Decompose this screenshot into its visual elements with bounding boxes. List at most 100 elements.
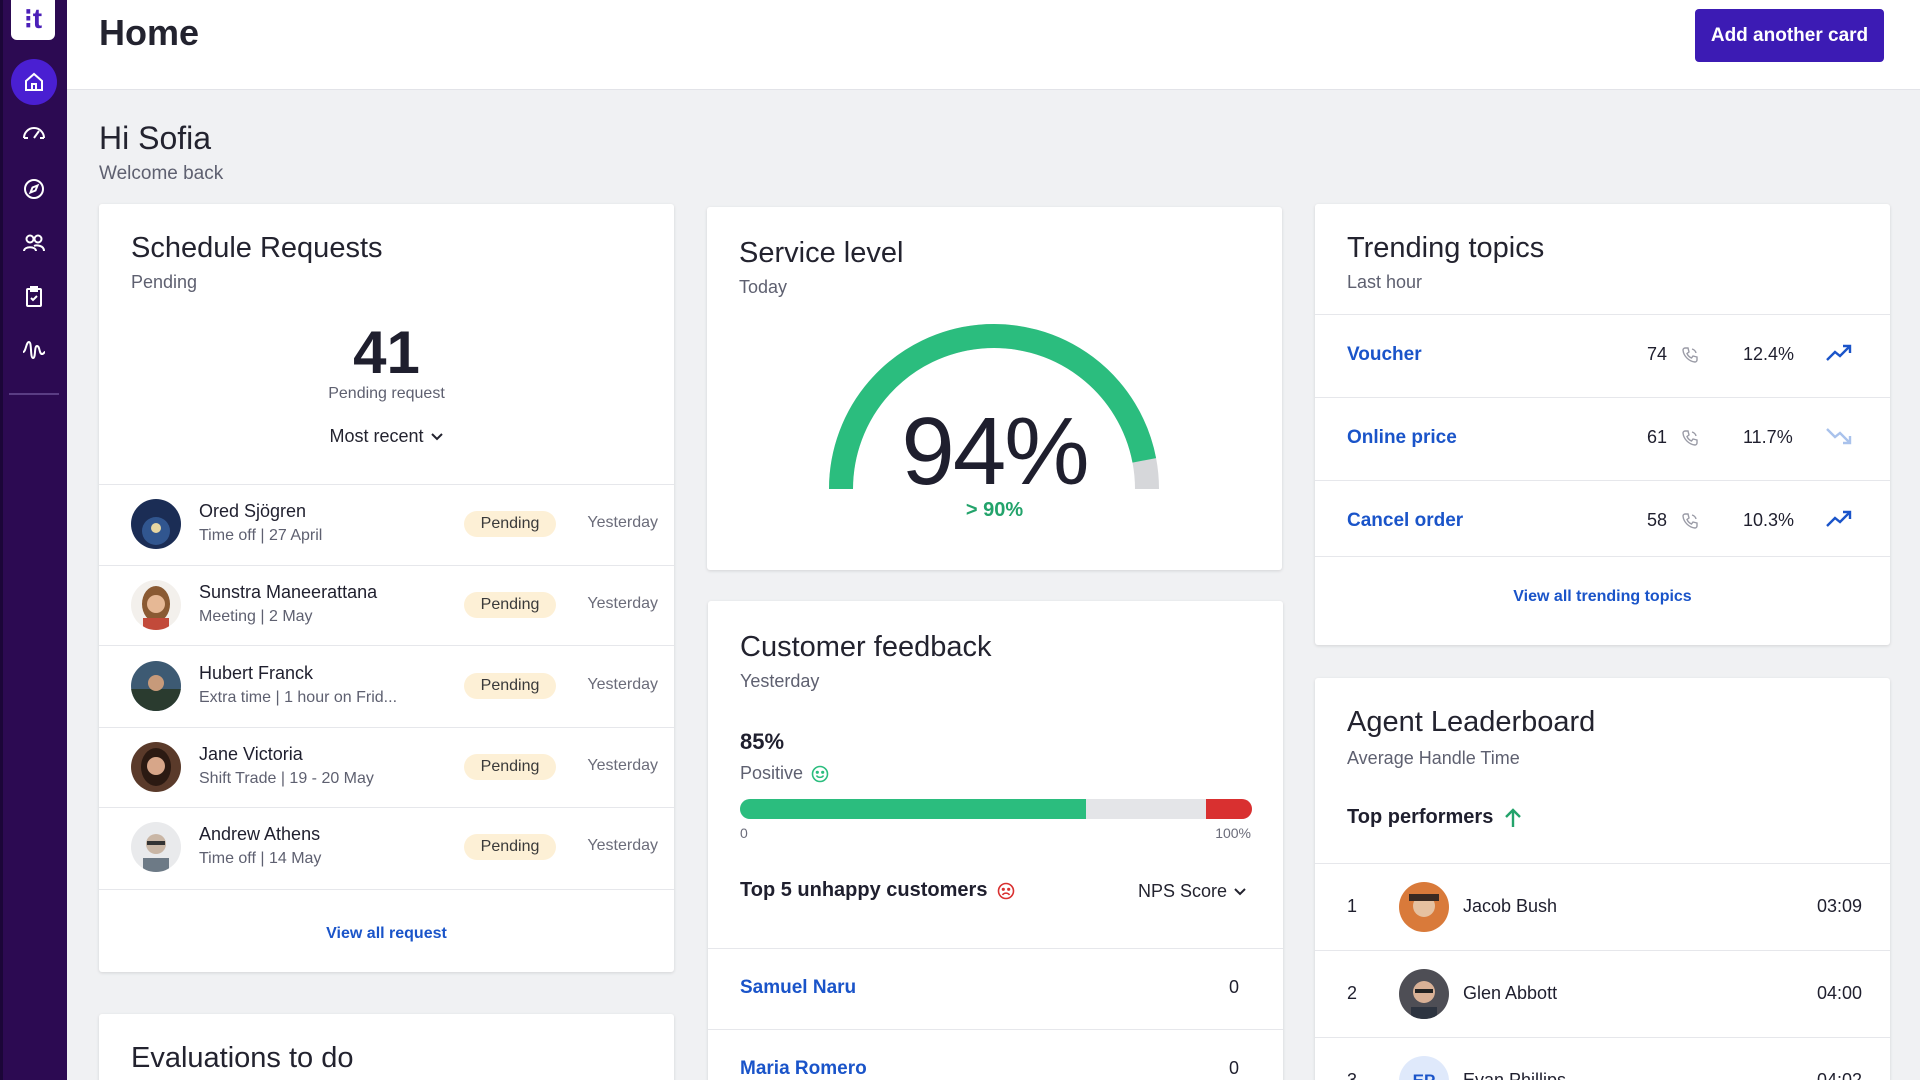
- pending-count: 41: [353, 319, 420, 386]
- avatar: [131, 742, 181, 792]
- feedback-subtitle: Yesterday: [740, 671, 820, 691]
- evaluations-card: Evaluations to do: [99, 1014, 674, 1080]
- status-badge: Pending: [464, 592, 556, 618]
- leaderboard-subtitle: Average Handle Time: [1347, 748, 1520, 768]
- topic-percent: 10.3%: [1743, 510, 1795, 530]
- service-level-title: Service level: [739, 237, 904, 269]
- waveform-icon: [22, 340, 46, 360]
- trending-up-icon: [1826, 510, 1852, 527]
- request-detail: Extra time | 1 hour on Frid...: [199, 689, 398, 706]
- sad-face-icon: [998, 882, 1015, 899]
- topic-name[interactable]: Cancel order: [1347, 510, 1464, 531]
- request-detail: Time off | 27 April: [199, 527, 323, 544]
- leaderboard-title: Agent Leaderboard: [1347, 706, 1596, 738]
- arrow-up-icon: [1505, 807, 1522, 827]
- top-bar: Home Add another card: [67, 0, 1920, 90]
- nav-dashboard[interactable]: [11, 110, 57, 156]
- positive-percent: 85%: [740, 729, 785, 754]
- schedule-sort-label: Most recent: [329, 426, 424, 446]
- gauge-icon: [23, 127, 45, 139]
- request-row[interactable]: Hubert Franck Extra time | 1 hour on Fri…: [99, 647, 674, 727]
- view-all-topics-link[interactable]: View all trending topics: [1513, 588, 1692, 605]
- agent-name: Evan Phillips: [1463, 1070, 1567, 1080]
- nav-explore[interactable]: [11, 166, 57, 212]
- customer-name[interactable]: Maria Romero: [740, 1058, 867, 1079]
- status-badge: Pending: [464, 673, 556, 699]
- topic-row[interactable]: Voucher 74 12.4%: [1315, 315, 1890, 397]
- nps-sort-dropdown[interactable]: NPS Score: [1138, 881, 1247, 902]
- avatar: [131, 822, 181, 872]
- service-level-subtitle: Today: [739, 277, 788, 297]
- positive-label: Positive: [740, 763, 804, 783]
- agent-rank: 2: [1347, 983, 1358, 1003]
- agent-row[interactable]: 2 Glen Abbott 04:00: [1315, 951, 1890, 1037]
- add-card-button[interactable]: Add another card: [1695, 9, 1884, 62]
- feedback-bar-negative: [1205, 799, 1252, 819]
- feedback-title: Customer feedback: [740, 631, 992, 663]
- nav-analytics[interactable]: [11, 327, 57, 373]
- nav-tasks[interactable]: [11, 274, 57, 320]
- service-level-target: > 90%: [965, 499, 1024, 521]
- topic-row[interactable]: Online price 61 11.7%: [1315, 398, 1890, 480]
- nav-people[interactable]: [11, 220, 57, 266]
- topic-name[interactable]: Voucher: [1347, 344, 1422, 365]
- customer-row[interactable]: Samuel Naru 0: [708, 949, 1283, 1029]
- avatar: [1399, 969, 1449, 1019]
- feedback-bar-positive: [740, 799, 1087, 819]
- unhappy-customers-title: Top 5 unhappy customers: [740, 879, 988, 901]
- request-time: Yesterday: [587, 595, 658, 612]
- request-row[interactable]: Andrew Athens Time off | 14 May Pending …: [99, 808, 674, 888]
- phone-icon: [1682, 513, 1698, 529]
- customer-score: 0: [1228, 1058, 1239, 1078]
- request-name: Hubert Franck: [199, 663, 314, 683]
- customer-feedback-card: Customer feedback Yesterday 85% Positive…: [708, 601, 1283, 1080]
- app-logo[interactable]: ⁝t: [11, 0, 55, 40]
- agent-row[interactable]: 3 EP Evan Phillips 04:02: [1315, 1038, 1890, 1080]
- request-detail: Shift Trade | 19 - 20 May: [199, 770, 374, 787]
- topic-call-count: 58: [1647, 510, 1668, 530]
- positive-label-row: Positive: [740, 763, 829, 784]
- status-badge: Pending: [464, 511, 556, 537]
- top-performers-label: Top performers: [1347, 806, 1494, 828]
- trending-title: Trending topics: [1347, 232, 1545, 264]
- request-name: Andrew Athens: [199, 824, 321, 844]
- request-row[interactable]: Jane Victoria Shift Trade | 19 - 20 May …: [99, 728, 674, 808]
- topic-call-count: 74: [1647, 344, 1668, 364]
- trending-topics-card: Trending topics Last hour Voucher 74 12.…: [1315, 204, 1890, 645]
- view-all-requests-link[interactable]: View all request: [326, 925, 447, 942]
- nps-sort-label: NPS Score: [1137, 881, 1227, 901]
- feedback-axis-max: 100%: [1215, 825, 1251, 841]
- clipboard-icon: [26, 286, 42, 307]
- topic-name[interactable]: Online price: [1347, 427, 1457, 448]
- topic-row[interactable]: Cancel order 58 10.3%: [1315, 481, 1890, 563]
- gauge-fill: [829, 324, 1157, 490]
- unhappy-customers-heading: Top 5 unhappy customers: [740, 879, 1015, 902]
- agent-rank: 1: [1347, 896, 1358, 916]
- pending-count-label: Pending request: [328, 385, 445, 402]
- request-detail: Time off | 14 May: [199, 850, 322, 867]
- greeting-subtitle: Welcome back: [99, 163, 224, 184]
- customer-name[interactable]: Samuel Naru: [740, 977, 857, 998]
- trending-subtitle: Last hour: [1347, 272, 1423, 292]
- agent-row[interactable]: 1 Jacob Bush 03:09: [1315, 864, 1890, 950]
- customer-row[interactable]: Maria Romero 0: [708, 1030, 1283, 1080]
- request-name: Sunstra Maneerattana: [199, 582, 378, 602]
- home-icon: [25, 72, 43, 91]
- agent-handle-time: 03:09: [1816, 896, 1862, 916]
- request-row[interactable]: Ored Sjögren Time off | 27 April Pending…: [99, 485, 674, 565]
- schedule-subtitle: Pending: [131, 272, 198, 292]
- request-detail: Meeting | 2 May: [199, 608, 313, 625]
- trending-up-icon: [1826, 344, 1852, 361]
- top-performers-heading: Top performers: [1347, 806, 1523, 829]
- request-row[interactable]: Sunstra Maneerattana Meeting | 2 May Pen…: [99, 566, 674, 646]
- schedule-requests-card: Schedule Requests Pending 41 Pending req…: [99, 204, 674, 972]
- chevron-down-icon: [430, 432, 443, 440]
- schedule-sort-dropdown[interactable]: Most recent: [99, 426, 674, 447]
- nav-home[interactable]: [11, 59, 57, 105]
- greeting-title: Hi Sofia: [99, 120, 212, 156]
- chevron-down-icon: [1234, 887, 1246, 895]
- service-level-gauge: [829, 324, 1159, 490]
- topic-percent: 12.4%: [1743, 344, 1795, 364]
- customer-score: 0: [1228, 977, 1239, 997]
- agent-handle-time: 04:00: [1816, 983, 1862, 1003]
